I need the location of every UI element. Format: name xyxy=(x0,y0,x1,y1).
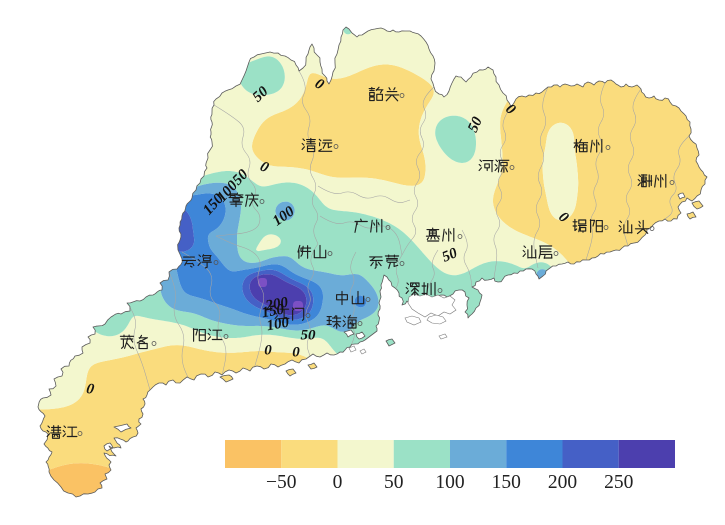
svg-text:50: 50 xyxy=(465,114,486,135)
svg-text:100: 100 xyxy=(435,472,464,493)
svg-text:100: 100 xyxy=(265,315,290,335)
svg-text:150: 150 xyxy=(492,472,521,493)
svg-text:50: 50 xyxy=(384,472,404,493)
svg-text:0: 0 xyxy=(292,344,300,360)
svg-text:50: 50 xyxy=(301,327,317,343)
svg-text:50: 50 xyxy=(440,245,460,266)
svg-text:250: 250 xyxy=(604,472,633,493)
svg-text:0: 0 xyxy=(85,381,96,398)
svg-text:200: 200 xyxy=(548,472,577,493)
svg-text:0: 0 xyxy=(333,472,343,493)
svg-text:200: 200 xyxy=(263,295,289,315)
svg-text:−50: −50 xyxy=(266,472,297,493)
svg-text:0: 0 xyxy=(264,342,272,358)
svg-text:150: 150 xyxy=(260,302,285,322)
